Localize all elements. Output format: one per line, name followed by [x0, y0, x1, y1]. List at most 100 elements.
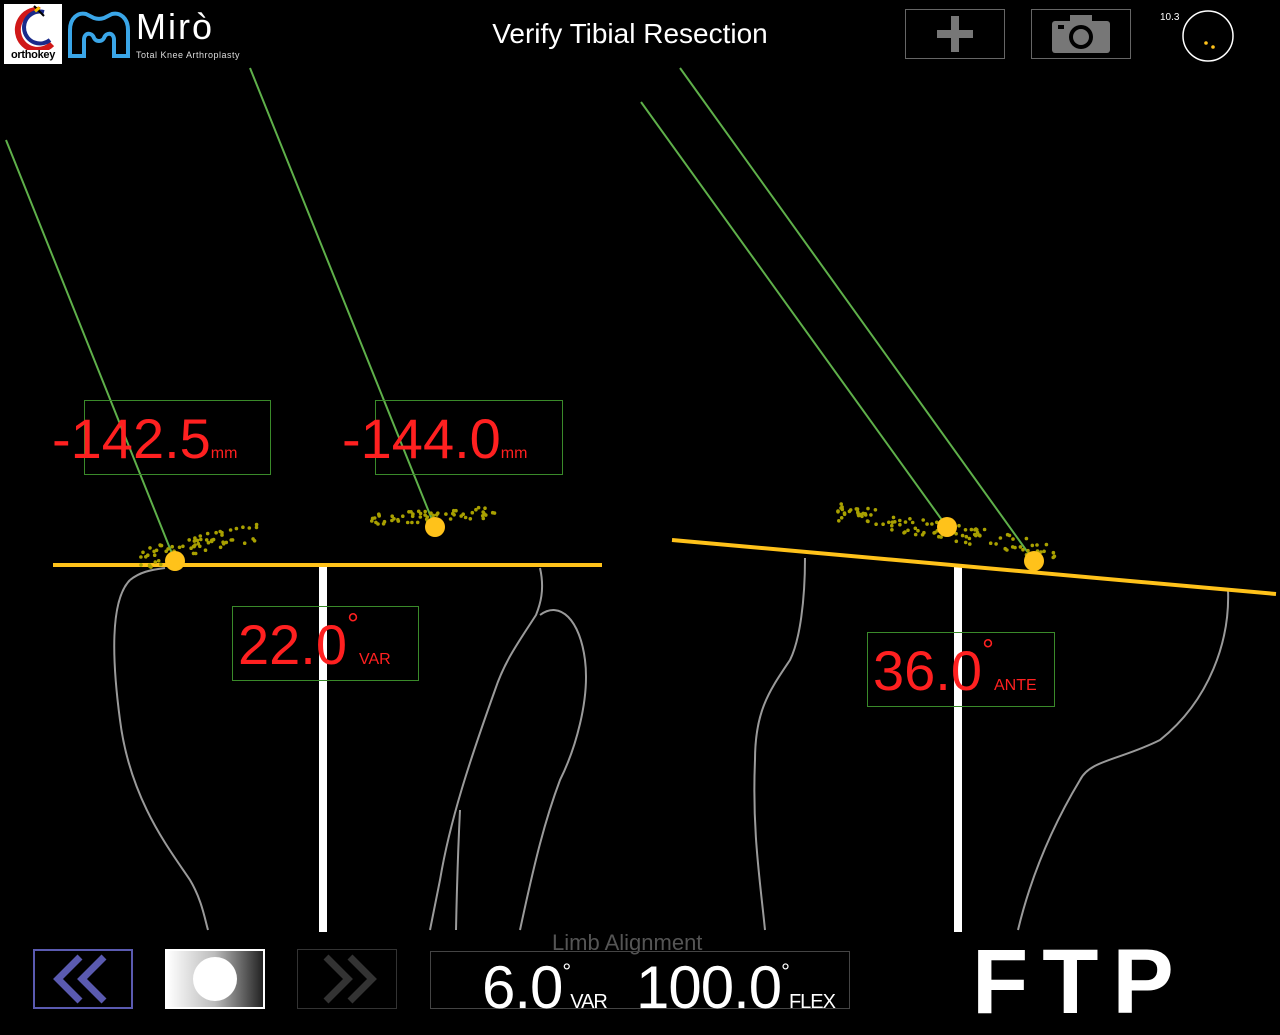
fibula-inner-line: [455, 809, 461, 931]
point-cloud-dot: [247, 526, 252, 530]
point-cloud-dot: [177, 545, 182, 550]
pointer-line-sagittal-2: [679, 67, 1035, 562]
point-cloud-dot: [969, 527, 974, 532]
camera-button[interactable]: [1031, 9, 1131, 59]
point-cloud-dot: [152, 553, 157, 557]
point-cloud-dot: [1007, 533, 1012, 538]
point-cloud-dot: [158, 543, 162, 547]
mechanical-axis-frontal: [319, 566, 327, 932]
limb-varus-unit: VAR: [570, 991, 608, 1013]
tibia-outline-sagittal-anterior: [753, 557, 806, 931]
limb-flex-value: 100.0: [636, 954, 782, 1021]
point-cloud-dot: [193, 543, 197, 547]
limb-alignment-label: Limb Alignment: [552, 930, 703, 955]
point-cloud-dot: [141, 550, 145, 555]
point-cloud-dot: [148, 546, 152, 550]
lateral-resection-box: [375, 400, 563, 475]
point-cloud-dot: [873, 508, 878, 512]
limb-flex-readout: 100.0° FLEX: [636, 953, 836, 1022]
point-cloud-dot: [910, 520, 915, 525]
varus-angle-symbol: °: [347, 608, 359, 641]
slope-angle-symbol: °: [982, 634, 994, 667]
add-button[interactable]: [905, 9, 1005, 59]
point-cloud-dot: [193, 536, 197, 540]
point-cloud-dot: [1051, 550, 1056, 555]
back-button[interactable]: [33, 949, 133, 1009]
point-cloud-dot: [234, 526, 239, 531]
point-cloud-dot: [960, 533, 965, 538]
point-cloud-dot: [887, 520, 891, 525]
point-cloud-dot: [1042, 549, 1046, 554]
resection-plane-sagittal: [671, 538, 1277, 596]
limb-varus-value: 6.0: [482, 954, 563, 1021]
point-cloud-dot: [891, 515, 896, 520]
point-cloud-dot: [483, 506, 487, 511]
probe-point-sagittal-1: [937, 517, 957, 537]
point-cloud-dot: [254, 522, 259, 527]
point-cloud-dot: [159, 562, 163, 567]
point-cloud-dot: [930, 522, 934, 526]
point-cloud-dot: [205, 531, 210, 536]
point-cloud-dot: [429, 511, 433, 515]
point-cloud-dot: [963, 540, 968, 545]
lateral-resection-readout: -144.0mm: [342, 406, 527, 471]
slope-angle-value: 36.0: [873, 639, 982, 702]
limb-alignment-box: [430, 951, 850, 1009]
pointer-line-lateral: [249, 67, 436, 528]
point-cloud-dot: [898, 518, 902, 523]
point-cloud-dot: [209, 539, 214, 544]
probe-point-sagittal-2: [1024, 551, 1044, 571]
slope-angle-unit: ANTE: [994, 677, 1037, 694]
record-button[interactable]: [165, 949, 265, 1009]
point-cloud-dot: [196, 541, 201, 546]
point-cloud-dot: [1024, 536, 1029, 541]
point-cloud-dot: [415, 520, 420, 525]
point-cloud-dot: [998, 536, 1003, 540]
pointer-line-medial: [5, 139, 176, 562]
point-cloud-dot: [994, 542, 998, 546]
point-cloud-dot: [898, 522, 902, 527]
point-cloud-dot: [396, 517, 400, 522]
double-chevron-right-icon: [323, 954, 377, 1004]
point-cloud-dot: [842, 512, 847, 517]
resection-plane-frontal: [53, 563, 602, 567]
point-cloud-dot: [973, 528, 977, 532]
point-cloud-dot: [890, 523, 894, 528]
point-cloud-dot: [448, 517, 453, 521]
point-cloud-dot: [978, 533, 982, 538]
point-cloud-dot: [198, 544, 202, 549]
point-cloud-dot: [470, 510, 475, 515]
lateral-resection-unit: mm: [500, 445, 528, 462]
point-cloud-dot: [156, 559, 161, 563]
point-cloud-dot: [837, 519, 841, 523]
tracking-indicator-icon: [1182, 10, 1234, 62]
point-cloud-dot: [187, 538, 191, 542]
point-cloud-dot: [836, 509, 840, 513]
mechanical-axis-sagittal: [954, 566, 962, 932]
point-cloud-dot: [481, 516, 486, 521]
point-cloud-dot: [204, 538, 209, 542]
next-button[interactable]: [297, 949, 397, 1009]
point-cloud-dot: [1026, 548, 1030, 553]
point-cloud-dot: [474, 507, 478, 512]
point-cloud-dot: [405, 520, 410, 525]
point-cloud-dot: [149, 565, 153, 569]
probe-point-medial: [165, 551, 185, 571]
point-cloud-dot: [418, 515, 423, 519]
point-cloud-dot: [963, 528, 968, 532]
point-cloud-dot: [228, 528, 233, 532]
tibia-outline-frontal-medial: [113, 579, 209, 931]
record-circle-icon: [193, 957, 237, 1001]
point-cloud-dot: [203, 548, 208, 552]
slope-angle-box: [867, 632, 1055, 707]
point-cloud-dot: [982, 527, 987, 532]
point-cloud-dot: [241, 525, 245, 529]
point-cloud-dot: [854, 507, 859, 511]
point-cloud-dot: [968, 542, 972, 546]
point-cloud-dot: [166, 547, 170, 551]
lateral-resection-value: -144.0: [342, 407, 501, 470]
point-cloud-dot: [206, 540, 211, 545]
point-cloud-dot: [881, 522, 885, 526]
limb-varus-readout: 6.0° VAR: [482, 953, 608, 1022]
